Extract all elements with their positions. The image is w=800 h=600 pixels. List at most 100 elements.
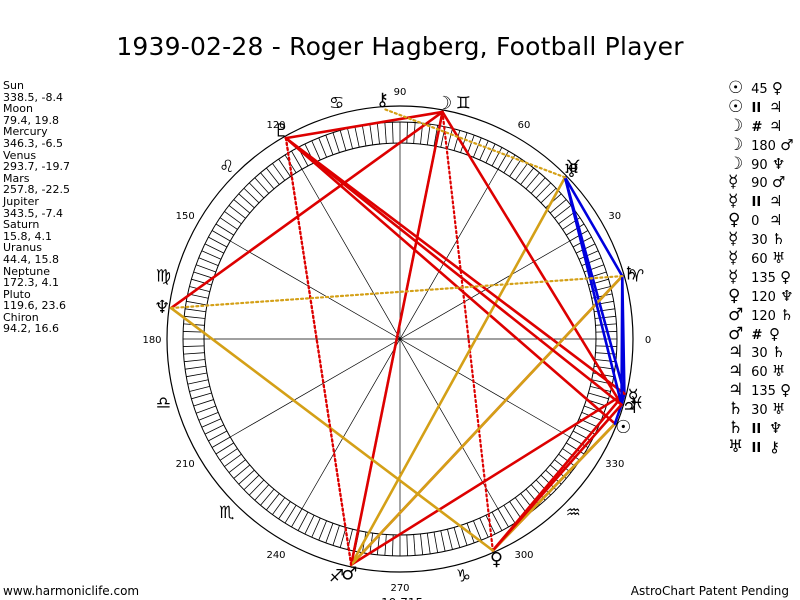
degree-tick — [594, 315, 616, 319]
degree-tick — [228, 205, 246, 219]
aspect-planet-glyph: ♆ — [780, 286, 794, 305]
aspect-planet-glyph: ♄ — [728, 399, 744, 420]
aspect-row: ☉ II ♃ — [728, 96, 794, 117]
degree-label: 60 — [518, 120, 531, 131]
aspect-type: 45 — [747, 82, 772, 97]
degree-tick — [369, 124, 374, 145]
degree-tick — [189, 286, 210, 292]
aspect-row: ♅ II ⚷ — [728, 438, 794, 457]
aspect-planet-glyph: ⚷ — [769, 437, 780, 456]
degree-tick — [193, 399, 214, 407]
degree-tick — [491, 147, 503, 167]
degree-tick — [361, 125, 367, 147]
aspect-planet-glyph: ☉ — [728, 96, 744, 117]
degree-tick — [509, 158, 522, 177]
aspect-line — [563, 176, 623, 406]
patent-footer: AstroChart Patent Pending — [630, 584, 789, 598]
zodiac-sign-glyph: ♉ — [566, 157, 581, 177]
degree-tick — [318, 137, 327, 158]
degree-tick — [572, 430, 592, 442]
planet-glyph-mars: ♂ — [341, 564, 357, 585]
aspect-planet-glyph: ☿ — [728, 172, 739, 193]
degree-tick — [354, 126, 360, 148]
aspect-row: ♃ 60 ♅ — [728, 362, 794, 381]
degree-tick — [311, 140, 321, 161]
zodiac-sign-glyph: ♌ — [219, 157, 234, 177]
degree-tick — [594, 359, 616, 363]
degree-tick — [248, 182, 265, 199]
aspect-planet-glyph: ♃ — [728, 380, 744, 401]
degree-tick — [562, 448, 581, 461]
degree-tick — [376, 533, 380, 555]
aspect-planet-glyph: ♅ — [771, 400, 786, 419]
aspect-planet-glyph: ♀ — [728, 285, 741, 306]
aspect-planet-glyph: ♆ — [769, 419, 783, 438]
aspect-planet-glyph: ♀ — [728, 210, 741, 231]
degree-tick — [278, 501, 291, 520]
degree-tick — [433, 531, 439, 553]
aspect-row: ♀ 0 ♃ — [728, 211, 794, 230]
degree-tick — [187, 379, 209, 385]
aspect-row: ☿ II ♃ — [728, 192, 794, 211]
planet-name-chiron: Chiron — [3, 310, 39, 324]
aspect-planet-glyph: ♃ — [728, 342, 744, 363]
aspect-type: 180 — [747, 138, 781, 154]
aspect-row: ☿ 90 ♂ — [728, 173, 794, 192]
aspect-line — [349, 274, 624, 567]
degree-tick — [198, 412, 219, 421]
aspect-type: II — [747, 422, 766, 438]
aspect-type: 120 — [747, 308, 781, 324]
website-footer: www.harmoniclife.com — [3, 584, 140, 598]
degree-tick — [447, 128, 453, 149]
aspect-line — [169, 275, 624, 310]
aspect-type: 30 — [747, 346, 772, 362]
aspect-planet-glyph: ♆ — [771, 154, 786, 173]
degree-tick — [185, 365, 206, 370]
planet-name-moon: Moon — [3, 102, 33, 116]
degree-label: 330 — [605, 459, 624, 470]
degree-tick — [233, 464, 251, 479]
degree-label: 240 — [266, 550, 285, 561]
aspect-type: 60 — [747, 365, 772, 381]
degree-label: 180 — [142, 335, 161, 346]
degree-tick — [284, 505, 297, 524]
degree-tick — [525, 172, 540, 190]
planet-name-pluto: Pluto — [3, 287, 31, 301]
aspect-row: ♀ 120 ♆ — [728, 285, 794, 306]
degree-tick — [224, 211, 242, 225]
aspect-planet-glyph: ♃ — [769, 211, 783, 230]
degree-tick — [291, 508, 303, 528]
degree-tick — [588, 392, 609, 400]
aspect-line — [284, 137, 353, 566]
degree-tick — [198, 257, 219, 266]
aspect-line — [284, 136, 626, 396]
degree-label: 270 — [390, 583, 409, 594]
planet-glyph-neptune: ♆ — [154, 297, 170, 318]
aspect-type: II — [747, 195, 766, 211]
aspect-type: 90 — [747, 176, 772, 192]
aspect-row: ♃ 30 ♄ — [728, 343, 794, 362]
aspect-planet-glyph: ♃ — [769, 192, 783, 211]
degree-tick — [228, 459, 246, 473]
degree-tick — [453, 527, 461, 548]
planet-coords-moon: 79.4, 19.8 — [3, 113, 59, 127]
aspect-line — [441, 110, 494, 552]
planet-name-venus: Venus — [3, 148, 37, 162]
aspect-type: 60 — [747, 252, 772, 268]
aspect-planet-glyph: ♅ — [728, 436, 744, 457]
degree-tick — [219, 217, 238, 230]
degree-tick — [332, 132, 340, 153]
zodiac-sign-glyph: ♏ — [219, 503, 234, 523]
aspect-line — [349, 392, 626, 567]
aspect-planet-glyph: ♂ — [780, 135, 794, 154]
aspect-planet-glyph: ♄ — [771, 343, 786, 362]
degree-tick — [204, 424, 225, 435]
aspect-line — [620, 274, 624, 406]
degree-tick — [297, 511, 309, 531]
degree-tick — [325, 134, 334, 155]
zodiac-sign-glyph: ♑ — [456, 567, 471, 587]
zodiac-sign-glyph: ♋ — [329, 93, 344, 113]
degree-tick — [520, 167, 534, 185]
aspect-type: 30 — [747, 403, 772, 419]
degree-tick — [460, 132, 468, 153]
